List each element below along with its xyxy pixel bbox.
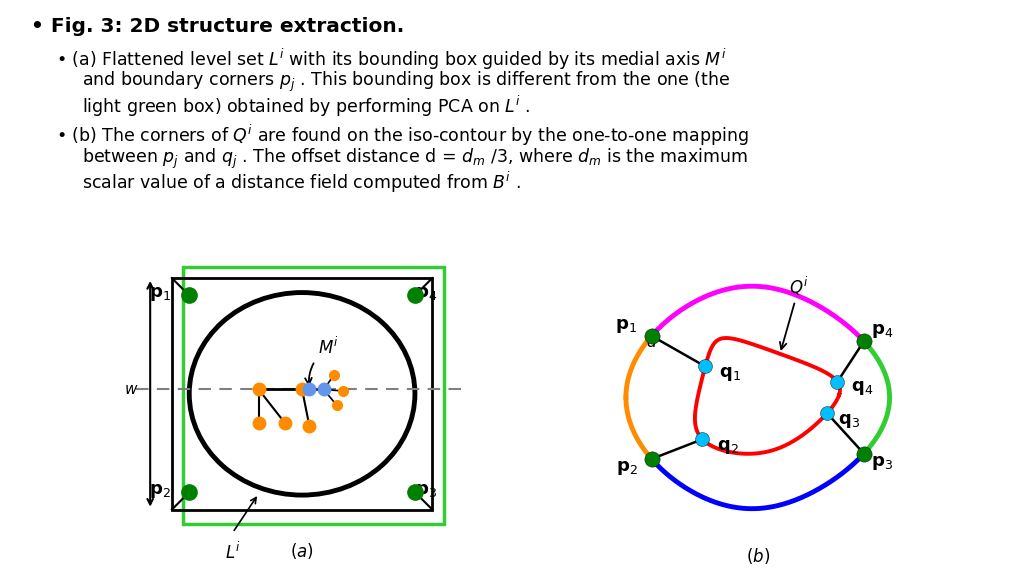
Text: $\mathbf{q}_1$: $\mathbf{q}_1$ — [720, 365, 741, 383]
Text: $Q^i$: $Q^i$ — [780, 275, 809, 349]
Text: $(a)$: $(a)$ — [290, 541, 314, 562]
Text: w: w — [125, 382, 137, 397]
Text: $\mathbf{p}_4$: $\mathbf{p}_4$ — [416, 285, 437, 303]
Text: • (a) Flattened level set $L^i$ with its bounding box guided by its medial axis : • (a) Flattened level set $L^i$ with its… — [56, 47, 727, 73]
Text: $\mathbf{p}_2$: $\mathbf{p}_2$ — [150, 482, 171, 500]
Text: $d$: $d$ — [646, 334, 657, 350]
Text: $\mathbf{p}_4$: $\mathbf{p}_4$ — [870, 322, 893, 340]
Text: $\mathbf{p}_3$: $\mathbf{p}_3$ — [416, 482, 437, 500]
Text: $(b)$: $(b)$ — [745, 545, 770, 566]
Text: $L^i$: $L^i$ — [225, 541, 241, 563]
Text: between $p_j$ and $q_j$ . The offset distance d = $d_m$ /3, where $d_m$ is the m: between $p_j$ and $q_j$ . The offset dis… — [82, 146, 748, 170]
Text: $\mathbf{q}_4$: $\mathbf{q}_4$ — [851, 378, 873, 397]
Text: • (b) The corners of $Q^i$ are found on the iso-contour by the one-to-one mappin: • (b) The corners of $Q^i$ are found on … — [56, 123, 749, 149]
Text: light green box) obtained by performing PCA on $L^i$ .: light green box) obtained by performing … — [82, 93, 530, 119]
Text: • Fig. 3: 2D structure extraction.: • Fig. 3: 2D structure extraction. — [31, 17, 404, 36]
Text: scalar value of a distance field computed from $B^i$ .: scalar value of a distance field compute… — [82, 169, 520, 195]
Text: $M^i$: $M^i$ — [305, 337, 339, 385]
Text: and boundary corners $p_j$ . This bounding box is different from the one (the: and boundary corners $p_j$ . This boundi… — [82, 70, 730, 94]
Text: $\mathbf{p}_2$: $\mathbf{p}_2$ — [615, 459, 637, 477]
Text: $\mathbf{q}_3$: $\mathbf{q}_3$ — [839, 412, 860, 430]
Text: $\mathbf{p}_1$: $\mathbf{p}_1$ — [615, 317, 637, 335]
Text: $\mathbf{p}_3$: $\mathbf{p}_3$ — [870, 453, 893, 472]
Text: $\mathbf{q}_2$: $\mathbf{q}_2$ — [717, 438, 738, 456]
Text: $\mathbf{p}_1$: $\mathbf{p}_1$ — [150, 285, 171, 303]
